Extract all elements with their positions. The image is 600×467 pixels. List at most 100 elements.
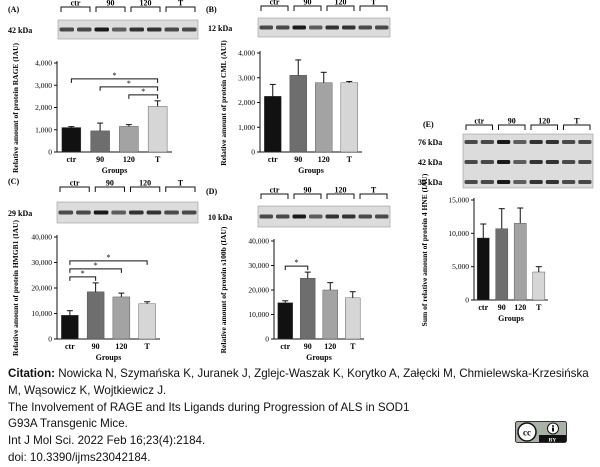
blot-group-bracket xyxy=(130,6,161,12)
blot-band xyxy=(342,214,356,219)
bar xyxy=(513,223,527,301)
blot-band xyxy=(111,210,126,215)
blot-group-bracket xyxy=(465,124,493,130)
blot-band xyxy=(276,25,290,30)
panel-b: (B) ctr 90 120 T 12 kDa 0 1,000 2,000 3,000 4,000 c… xyxy=(206,0,391,175)
blot-band xyxy=(464,140,478,144)
y-tick-label: 0 xyxy=(48,148,52,157)
bar xyxy=(532,271,546,301)
y-tick-label: 0 xyxy=(465,296,469,305)
significance-bracket xyxy=(99,86,159,91)
significance-label: * xyxy=(94,261,98,270)
blot-group-bracket xyxy=(95,6,126,12)
y-tick-label: 0 xyxy=(251,148,255,157)
significance-bracket xyxy=(69,260,148,265)
significance-bracket xyxy=(70,78,159,83)
blot-band xyxy=(529,180,543,184)
y-tick-label: 4,000 xyxy=(238,49,255,58)
x-axis-label: Groups xyxy=(102,166,128,175)
blot-band xyxy=(292,214,306,219)
blot-band xyxy=(480,180,494,184)
blot-group-label: ctr xyxy=(270,0,280,7)
blot-band xyxy=(358,25,372,30)
western-blot xyxy=(257,205,391,228)
blot-band xyxy=(164,210,179,215)
blot-band xyxy=(562,180,576,184)
significance-bracket xyxy=(69,276,97,281)
blot-band xyxy=(342,25,356,30)
blot-group-bracket xyxy=(165,186,196,192)
blot-group-label: T xyxy=(178,179,184,188)
bar xyxy=(322,289,338,340)
significance-label: * xyxy=(141,87,145,96)
y-tick-label: 40,000 xyxy=(31,233,52,242)
panel-letter: (E) xyxy=(423,120,434,129)
blot-band xyxy=(545,160,559,164)
x-tick-label: ctr xyxy=(280,342,290,351)
y-tick-label: 3,000 xyxy=(238,73,255,82)
y-axis-label: Relative amount of protein HMGB1 (IAU) xyxy=(11,220,20,356)
y-axis-label: Relative amount of protein CML (AUI) xyxy=(219,40,228,166)
blot-band xyxy=(497,180,511,184)
kda-label: 12 kDa xyxy=(208,24,232,33)
bar xyxy=(300,278,316,340)
blot-band xyxy=(529,140,543,144)
cc-by-license-badge: cc BY xyxy=(515,421,567,443)
citation-authors-line: Citation: Nowicka N, Szymańska K, Jurane… xyxy=(8,366,593,400)
blot-band xyxy=(181,210,197,215)
blot-band xyxy=(292,25,306,30)
blot-band xyxy=(562,160,576,164)
kda-label: 10 kDa xyxy=(208,213,232,222)
y-tick-label: 3,000 xyxy=(35,81,52,90)
citation-journal: Int J Mol Sci. 2022 Feb 16;23(4):2184. xyxy=(8,434,206,448)
blot-band xyxy=(147,27,162,32)
blot-group-bracket xyxy=(326,5,355,11)
y-axis-label: Relative amount of protein s100b (IAU) xyxy=(219,226,228,353)
x-axis-label: Groups xyxy=(96,353,122,362)
blot-group-bracket xyxy=(530,124,558,130)
kda-label: 29 kDa xyxy=(8,209,32,218)
y-tick-label: 2,000 xyxy=(238,98,255,107)
blot-group-label: ctr xyxy=(270,186,280,195)
significance-label: * xyxy=(107,253,111,262)
blot-group-bracket xyxy=(260,193,289,199)
x-tick-label: 120 xyxy=(318,155,330,164)
blot-band xyxy=(276,214,290,219)
blot-group-bracket xyxy=(359,5,388,11)
bar xyxy=(90,130,110,153)
x-axis-label: Groups xyxy=(498,314,524,323)
blot-group-label: T xyxy=(371,0,377,7)
blot-group-label: 120 xyxy=(335,0,347,7)
blot-band xyxy=(129,27,144,32)
bar xyxy=(147,106,168,153)
license-text: BY xyxy=(549,437,557,443)
figure: (A) ctr 90 120 T 42 kDa 0 1,000 2,000 3,000 4,000 c… xyxy=(8,0,594,362)
blot-band xyxy=(259,214,273,219)
bar xyxy=(476,237,490,301)
x-tick-label: 90 xyxy=(294,155,302,164)
bar xyxy=(138,303,156,340)
blot-group-label: 120 xyxy=(140,0,152,8)
y-tick-label: 15,000 xyxy=(448,196,469,205)
blot-band xyxy=(497,160,511,164)
blot-band xyxy=(578,160,592,164)
citation-label: Citation: xyxy=(8,367,56,380)
citation-title: The Involvement of RAGE and Its Ligands … xyxy=(8,400,410,431)
panel-e: (E) ctr 90 120 T 76 kDa 42 kDa 30 kDa 0 5,000 10,0… xyxy=(418,117,594,326)
blot-group-label: 90 xyxy=(508,117,516,126)
western-blot xyxy=(57,19,199,40)
blot-group-label: ctr xyxy=(71,0,81,8)
western-blot xyxy=(56,201,199,224)
blot-band xyxy=(480,160,494,164)
x-tick-label: ctr xyxy=(66,155,76,164)
y-tick-label: 10,000 xyxy=(448,229,469,238)
blot-band xyxy=(58,210,74,215)
panel-a: (A) ctr 90 120 T 42 kDa 0 1,000 2,000 3,000 4,000 c… xyxy=(8,0,199,175)
blot-group-label: 90 xyxy=(304,186,312,195)
x-tick-label: T xyxy=(536,303,542,312)
citation: Citation: Nowicka N, Szymańska K, Jurane… xyxy=(8,366,593,467)
y-tick-label: 4,000 xyxy=(35,59,52,68)
blot-group-bracket xyxy=(165,6,196,12)
blot-group-label: 90 xyxy=(106,179,114,188)
blot-group-bracket xyxy=(498,124,526,130)
